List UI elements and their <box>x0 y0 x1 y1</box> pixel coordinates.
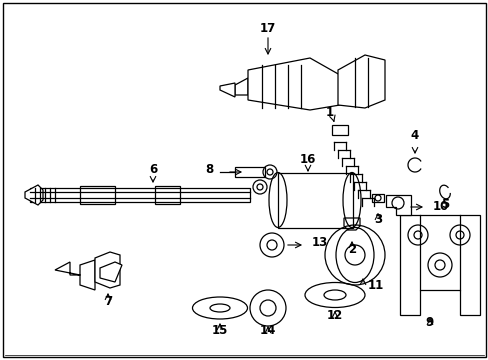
Text: 16: 16 <box>299 153 316 166</box>
Polygon shape <box>100 262 122 282</box>
Text: 4: 4 <box>410 129 418 142</box>
Polygon shape <box>385 195 410 215</box>
Polygon shape <box>399 215 479 315</box>
Text: 5: 5 <box>440 198 448 211</box>
Polygon shape <box>247 58 339 110</box>
Text: 7: 7 <box>104 295 112 308</box>
Text: 8: 8 <box>204 163 213 176</box>
Polygon shape <box>343 218 359 230</box>
Text: 17: 17 <box>259 22 276 35</box>
Text: 2: 2 <box>347 243 355 256</box>
Text: 6: 6 <box>148 163 157 176</box>
Bar <box>278 173 352 228</box>
Text: 12: 12 <box>326 309 343 322</box>
Text: 11: 11 <box>367 279 384 292</box>
Text: 15: 15 <box>211 324 228 337</box>
Polygon shape <box>337 55 384 108</box>
Bar <box>331 125 347 135</box>
Polygon shape <box>220 83 235 97</box>
Text: 13: 13 <box>311 237 327 249</box>
Text: 14: 14 <box>259 324 276 337</box>
Text: 10: 10 <box>432 201 448 213</box>
Bar <box>235 167 264 177</box>
Polygon shape <box>235 78 247 95</box>
Bar <box>80 186 115 204</box>
Polygon shape <box>25 185 43 205</box>
Text: 3: 3 <box>373 213 381 226</box>
Polygon shape <box>95 252 120 288</box>
Text: 9: 9 <box>425 316 433 329</box>
Bar <box>30 188 249 202</box>
Bar <box>155 186 180 204</box>
Text: 1: 1 <box>325 107 333 120</box>
Polygon shape <box>55 260 95 290</box>
Polygon shape <box>371 194 383 202</box>
